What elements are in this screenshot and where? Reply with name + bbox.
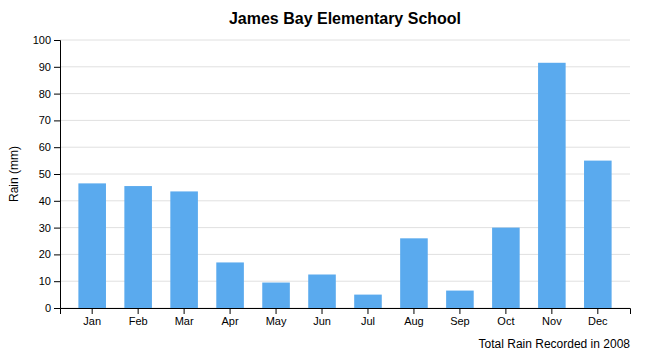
tick-label: 10 xyxy=(39,275,51,287)
tick-mark xyxy=(54,147,60,148)
y-tick: 10 xyxy=(39,275,60,287)
x-tick: Feb xyxy=(129,308,148,327)
y-axis-label: Rain (mm) xyxy=(7,146,21,202)
tick-label: Oct xyxy=(497,315,514,327)
bars xyxy=(78,63,611,308)
tick-mark xyxy=(54,120,60,121)
tick-mark xyxy=(413,308,414,314)
bar xyxy=(78,183,106,308)
tick-mark xyxy=(597,308,598,314)
x-tick: Dec xyxy=(588,308,608,327)
y-axis: 0 10 20 30 40 50 60 70 80 90 100 xyxy=(33,34,61,314)
x-tick: Nov xyxy=(542,308,562,327)
tick-label: 100 xyxy=(33,34,51,46)
tick-label: Jan xyxy=(83,315,101,327)
bar xyxy=(492,228,520,308)
bar xyxy=(354,295,382,308)
tick-label: Feb xyxy=(129,315,148,327)
tick-label: May xyxy=(266,315,287,327)
tick-label: 20 xyxy=(39,248,51,260)
tick-mark xyxy=(54,174,60,175)
grid-line xyxy=(60,40,630,41)
plot-area: Jan Feb Mar Apr May Jun Jul Aug Sep Oct Nov Dec 0 10 2… xyxy=(33,34,631,327)
bar xyxy=(216,262,244,308)
y-tick: 40 xyxy=(39,195,60,207)
bar xyxy=(538,63,566,308)
tick-mark xyxy=(276,308,277,314)
tick-mark xyxy=(54,281,60,282)
tick-mark xyxy=(138,308,139,314)
x-tick: May xyxy=(266,308,287,327)
tick-mark xyxy=(367,308,368,314)
tick-mark xyxy=(54,94,60,95)
tick-label: Jul xyxy=(361,315,375,327)
tick-label: Aug xyxy=(404,315,424,327)
y-tick: 60 xyxy=(39,141,60,153)
tick-label: Dec xyxy=(588,315,608,327)
y-tick: 70 xyxy=(39,114,60,126)
bar xyxy=(170,191,198,308)
tick-label: 50 xyxy=(39,168,51,180)
bar xyxy=(124,186,152,308)
axis-line xyxy=(54,41,61,309)
y-tick: 20 xyxy=(39,248,60,260)
grid xyxy=(60,40,630,308)
y-tick: 50 xyxy=(39,168,60,180)
bar xyxy=(400,238,428,308)
x-tick: Aug xyxy=(404,308,424,327)
tick-label: 60 xyxy=(39,141,51,153)
tick-label: Mar xyxy=(175,315,194,327)
tick-mark xyxy=(230,308,231,314)
bar xyxy=(308,275,336,309)
tick-label: Apr xyxy=(222,315,239,327)
tick-mark xyxy=(54,228,60,229)
title: James Bay Elementary School xyxy=(229,10,461,27)
x-tick: Jul xyxy=(361,308,375,327)
x-tick: Mar xyxy=(175,308,194,327)
x-tick: Oct xyxy=(497,308,514,327)
y-tick: 30 xyxy=(39,222,60,234)
chart: Jan Feb Mar Apr May Jun Jul Aug Sep Oct Nov Dec 0 10 2… xyxy=(0,0,650,360)
bar xyxy=(446,291,474,308)
tick-label: Jun xyxy=(313,315,331,327)
x-axis-label: Total Rain Recorded in 2008 xyxy=(479,337,631,351)
bar xyxy=(262,283,290,308)
tick-mark xyxy=(184,308,185,314)
y-tick: 80 xyxy=(39,88,60,100)
tick-label: 30 xyxy=(39,222,51,234)
tick-mark xyxy=(551,308,552,314)
tick-mark xyxy=(322,308,323,314)
bar xyxy=(584,161,612,308)
tick-label: 80 xyxy=(39,88,51,100)
tick-mark xyxy=(54,201,60,202)
x-tick: Jan xyxy=(83,308,101,327)
y-tick: 0 xyxy=(45,302,60,314)
y-tick: 90 xyxy=(39,61,60,73)
x-tick: Sep xyxy=(450,308,470,327)
tick-mark xyxy=(54,67,60,68)
tick-label: 70 xyxy=(39,114,51,126)
tick-label: 0 xyxy=(45,302,51,314)
tick-label: Sep xyxy=(450,315,470,327)
axis-line xyxy=(61,309,631,315)
tick-mark xyxy=(459,308,460,314)
x-tick: Apr xyxy=(222,308,239,327)
tick-mark xyxy=(54,40,60,41)
y-tick: 100 xyxy=(33,34,60,46)
tick-label: Nov xyxy=(542,315,562,327)
tick-mark xyxy=(505,308,506,314)
tick-label: 40 xyxy=(39,195,51,207)
tick-mark xyxy=(92,308,93,314)
tick-mark xyxy=(54,308,60,309)
tick-mark xyxy=(54,254,60,255)
x-tick: Jun xyxy=(313,308,331,327)
tick-label: 90 xyxy=(39,61,51,73)
x-axis: Jan Feb Mar Apr May Jun Jul Aug Sep Oct Nov Dec xyxy=(61,308,631,327)
